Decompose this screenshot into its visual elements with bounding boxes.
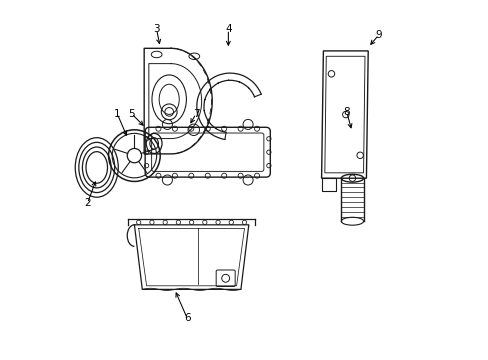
- Text: 4: 4: [224, 24, 231, 35]
- Text: 5: 5: [128, 109, 135, 119]
- Text: 3: 3: [153, 24, 160, 35]
- Ellipse shape: [341, 174, 363, 182]
- Text: 6: 6: [183, 313, 190, 323]
- Text: 9: 9: [375, 30, 382, 40]
- Text: 7: 7: [192, 109, 199, 119]
- Text: 2: 2: [84, 198, 91, 208]
- Text: 8: 8: [343, 107, 349, 117]
- Text: 1: 1: [114, 109, 120, 119]
- Circle shape: [348, 175, 355, 181]
